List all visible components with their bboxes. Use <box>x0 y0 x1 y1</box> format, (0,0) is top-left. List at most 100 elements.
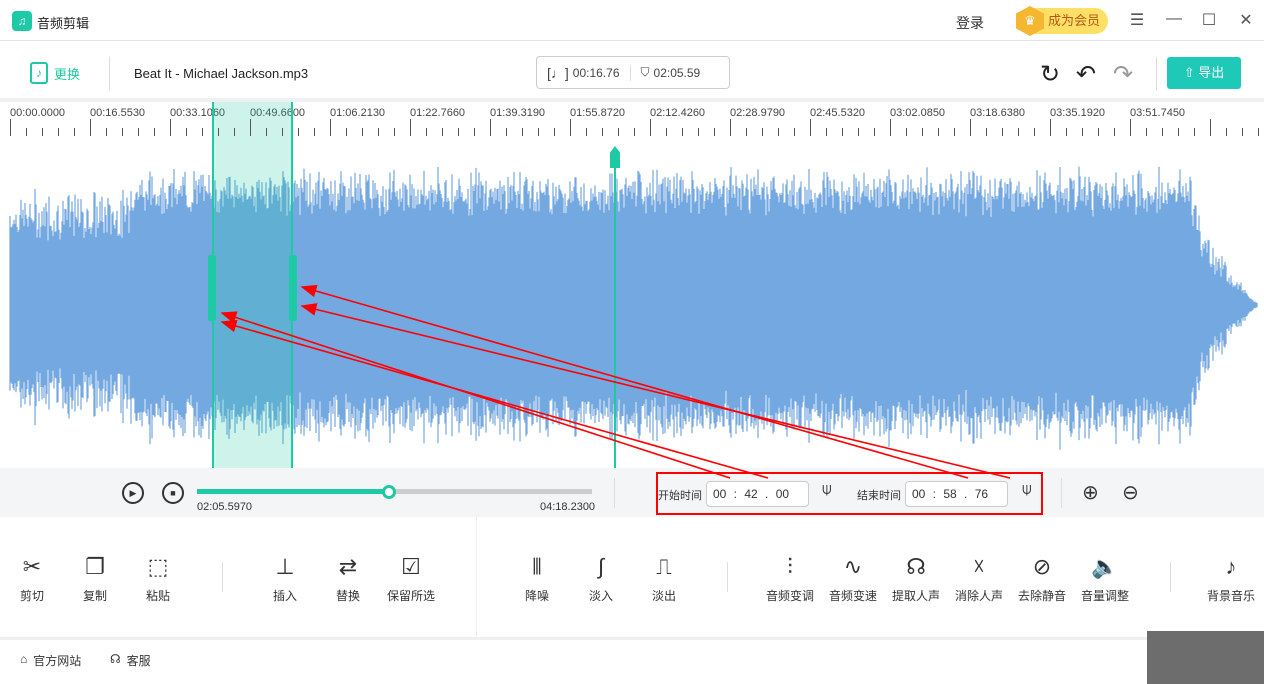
tool-0[interactable]: ✂ 剪切 <box>2 553 62 604</box>
playhead-time: 02:05.59 <box>653 65 701 80</box>
tool-label: 淡出 <box>651 589 676 603</box>
ruler-tick <box>1242 128 1243 136</box>
maximize-button[interactable]: ☐ <box>1201 12 1217 29</box>
ruler-label: 03:35.1920 <box>1050 107 1106 119</box>
tool-1[interactable]: ❐ 复制 <box>65 553 125 604</box>
menu-icon[interactable]: ☰ <box>1129 12 1145 29</box>
vip-button[interactable]: ♛ 成为会员 <box>1016 6 1108 36</box>
tool-label: 音量调整 <box>1080 589 1129 603</box>
tool-label: 音频变调 <box>765 589 814 603</box>
start-time-input[interactable]: 00 : 42 . 00 <box>706 481 809 507</box>
service-link[interactable]: ☊ 客服 <box>110 652 151 669</box>
selection-end-handle[interactable] <box>289 255 297 321</box>
tool-icon: ⊥ <box>275 554 295 579</box>
ruler-tick <box>266 128 267 136</box>
play-button[interactable]: ▶ <box>122 482 144 504</box>
ruler-label: 01:06.2130 <box>330 107 386 119</box>
music-file-icon: ♪ <box>30 62 48 84</box>
ruler-tick <box>218 128 219 136</box>
timeline-ruler[interactable]: 00:00.0000 00:16.5530 00:33.1060 00:49.6600… <box>0 102 1264 145</box>
playhead[interactable] <box>614 150 616 468</box>
zoom-in-icon[interactable]: ⊕ <box>1082 482 1099 504</box>
tool-8[interactable]: ⎍ 淡出 <box>634 553 694 604</box>
ruler-tick <box>1002 128 1003 136</box>
set-end-pin-icon[interactable]: ⍦ <box>1022 481 1032 498</box>
set-start-pin-icon[interactable]: ⍦ <box>822 481 832 498</box>
upload-icon: ⇧ <box>1183 65 1195 80</box>
refresh-icon[interactable]: ↻ <box>1040 61 1061 88</box>
ruler-tick <box>1194 128 1195 136</box>
tool-6[interactable]: ⦀ 降噪 <box>507 553 567 604</box>
ruler-tick <box>250 119 251 136</box>
divider <box>1061 478 1062 508</box>
ruler-tick <box>922 128 923 136</box>
tool-icon: ∫ <box>597 554 605 579</box>
ruler-tick <box>458 128 459 136</box>
footer <box>0 637 1264 684</box>
tool-icon: ☑ <box>401 554 421 579</box>
website-link[interactable]: ⌂ 官方网站 <box>20 652 81 669</box>
zoom-out-icon[interactable]: ⊖ <box>1122 482 1139 504</box>
ruler-label: 01:39.3190 <box>490 107 546 119</box>
divider <box>1170 562 1171 592</box>
ruler-tick <box>794 128 795 136</box>
playhead-handle[interactable] <box>610 146 620 168</box>
tool-13[interactable]: ⊘ 去除静音 <box>1012 553 1072 604</box>
tool-11[interactable]: ☊ 提取人声 <box>886 553 946 604</box>
total-time: 04:18.2300 <box>540 501 596 513</box>
waveform[interactable] <box>0 145 1264 468</box>
tool-9[interactable]: ⫶ 音频变调 <box>760 553 820 604</box>
ruler-tick <box>74 128 75 136</box>
selection-start-handle[interactable] <box>208 255 216 321</box>
close-button[interactable]: ✕ <box>1239 12 1253 29</box>
tool-10[interactable]: ∿ 音频变速 <box>823 553 883 604</box>
divider <box>1156 57 1157 91</box>
export-button[interactable]: ⇧ 导出 <box>1167 57 1241 89</box>
tool-label: 提取人声 <box>891 589 940 603</box>
ruler-tick <box>1178 128 1179 136</box>
ruler-tick <box>842 128 843 136</box>
undo-icon[interactable]: ↶ <box>1076 61 1097 88</box>
change-label: 更换 <box>54 66 81 82</box>
tool-5[interactable]: ☑ 保留所选 <box>381 553 441 604</box>
tool-7[interactable]: ∫ 淡入 <box>571 553 631 604</box>
tool-12[interactable]: ☓ 消除人声 <box>949 553 1009 604</box>
vip-label: 成为会员 <box>1048 13 1101 28</box>
ruler-tick <box>1098 128 1099 136</box>
ruler-label: 02:45.5320 <box>810 107 866 119</box>
ruler-label: 00:00.0000 <box>10 107 66 119</box>
ruler-tick <box>586 128 587 136</box>
tool-icon: ⎍ <box>656 554 672 579</box>
progress-knob[interactable] <box>382 485 397 499</box>
ruler-tick <box>442 128 443 136</box>
tool-2[interactable]: ⬚ 粘贴 <box>128 553 188 604</box>
ruler-tick <box>666 128 667 136</box>
minimize-button[interactable]: — <box>1166 10 1182 27</box>
tool-3[interactable]: ⊥ 插入 <box>255 553 315 604</box>
ruler-tick <box>1162 128 1163 136</box>
ruler-tick <box>10 119 11 136</box>
change-file-button[interactable]: ♪ 更换 <box>30 62 80 84</box>
ruler-tick <box>1130 119 1131 136</box>
stop-button[interactable]: ■ <box>162 482 184 504</box>
ruler-tick <box>906 128 907 136</box>
login-button[interactable]: 登录 <box>956 15 984 31</box>
website-label: 官方网站 <box>33 654 82 668</box>
tool-15[interactable]: ♪ 背景音乐 <box>1201 553 1261 604</box>
file-name: Beat It - Michael Jackson.mp3 <box>134 66 309 81</box>
waveform-path <box>9 166 1258 450</box>
tool-14[interactable]: 🔈 音量调整 <box>1075 553 1135 604</box>
tool-label: 保留所选 <box>386 589 435 603</box>
redo-icon[interactable]: ↷ <box>1113 61 1134 88</box>
ruler-label: 03:51.7450 <box>1130 107 1186 119</box>
tool-4[interactable]: ⇄ 替换 <box>318 553 378 604</box>
tool-label: 淡入 <box>588 589 613 603</box>
ruler-tick <box>970 119 971 136</box>
tool-icon: 🔈 <box>1091 554 1119 579</box>
selection-length: 00:16.76 <box>572 65 620 80</box>
ruler-tick <box>1018 128 1019 136</box>
end-time-input[interactable]: 00 : 58 . 76 <box>905 481 1008 507</box>
ruler-tick <box>1226 128 1227 136</box>
ruler-tick <box>810 119 811 136</box>
